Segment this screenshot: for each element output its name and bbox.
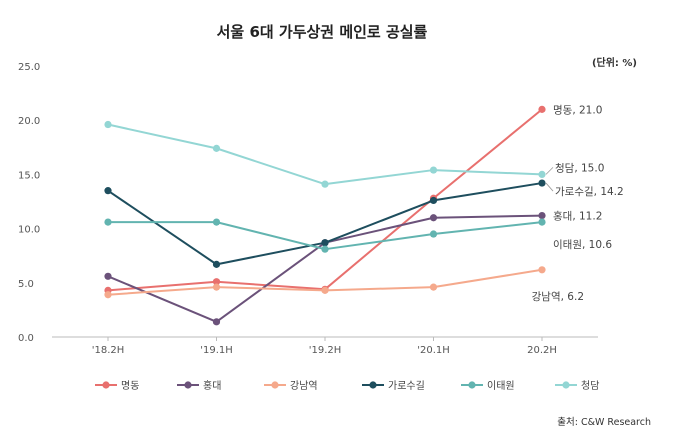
data-point: [321, 286, 329, 294]
legend-item: 청담: [555, 380, 599, 392]
series-3: [104, 266, 546, 299]
label-leader-line: [545, 167, 554, 175]
end-label: 홍대, 11.2: [553, 210, 602, 223]
legend-swatch-dot: [102, 381, 110, 389]
x-tick-label: '19.2H: [309, 345, 342, 356]
data-point: [212, 318, 221, 326]
legend-swatch-dot: [271, 381, 279, 389]
data-point: [429, 230, 438, 238]
legend-swatch-dot: [562, 381, 570, 389]
legend-item: 홍대: [177, 379, 221, 392]
end-labels: 명동, 21.0 홍대, 11.2 강남역, 6.2 가로수길, 14.2 이태원, 1…: [532, 104, 624, 302]
data-point: [212, 144, 221, 152]
y-tick-label: 5.0: [18, 279, 34, 290]
data-point: [429, 283, 438, 291]
data-point: [538, 211, 546, 220]
data-point: [538, 218, 546, 226]
end-label: 가로수길, 14.2: [555, 185, 624, 198]
series-line: [107, 123, 543, 186]
y-tick-label: 10.0: [18, 225, 40, 236]
legend-item: 이태원: [461, 380, 515, 392]
label-leader-line: [545, 182, 554, 192]
legend-label: 청담: [581, 380, 599, 392]
legend-item: 강남역: [264, 380, 318, 392]
data-point: [429, 196, 438, 205]
legend-label: 이태원: [487, 380, 515, 392]
series-5: [104, 218, 546, 253]
y-tick-label: 20.0: [18, 116, 40, 127]
data-point: [212, 278, 221, 286]
series-4: [104, 179, 546, 268]
data-point: [538, 266, 546, 274]
x-tick-label: 20.2H: [527, 345, 557, 356]
legend-swatch-dot: [369, 381, 377, 389]
legend-label: 명동: [121, 380, 139, 392]
legend-label: 홍대: [203, 379, 221, 392]
data-point: [212, 260, 221, 268]
end-label: 이태원, 10.6: [553, 239, 612, 251]
series-layer: [104, 105, 546, 326]
data-point: [212, 283, 221, 291]
data-point: [104, 272, 112, 280]
legend-item: 명동: [95, 380, 139, 392]
legend-item: 가로수길: [362, 379, 425, 392]
data-point: [538, 179, 546, 187]
unit-label: (단위: %): [592, 56, 637, 69]
data-point: [538, 170, 546, 178]
data-point: [104, 187, 112, 195]
data-point: [429, 214, 438, 222]
legend-label: 강남역: [290, 380, 318, 392]
series-6: [104, 120, 546, 188]
end-label: 명동, 21.0: [553, 104, 602, 116]
data-point: [538, 105, 546, 113]
y-tick-label: 15.0: [18, 170, 40, 181]
data-point: [104, 120, 112, 129]
data-point: [104, 291, 112, 299]
end-label: 청담, 15.0: [555, 162, 604, 174]
source-note: 출처: C&W Research: [557, 416, 651, 428]
series-1: [104, 105, 546, 294]
series-line: [107, 214, 543, 323]
x-tick-label: '18.2H: [92, 345, 125, 356]
end-label: 강남역, 6.2: [532, 291, 584, 303]
series-line: [107, 108, 543, 292]
legend-swatch-dot: [468, 381, 476, 389]
y-tick-label: 0.0: [18, 333, 34, 344]
data-point: [429, 166, 438, 174]
axes: 0.0 5.0 10.0 15.0 20.0 25.0 '18.2H '19.1H '19.2H…: [18, 62, 598, 356]
x-tick-label: '19.1H: [200, 345, 233, 356]
legend: 명동 홍대 강남역 가로수길 이태원 청담: [95, 379, 599, 392]
x-tick-label: '20.1H: [417, 345, 450, 356]
data-point: [321, 180, 329, 188]
y-tick-label: 25.0: [18, 62, 40, 73]
legend-swatch-dot: [184, 381, 192, 389]
data-point: [321, 245, 329, 253]
data-point: [104, 218, 112, 226]
data-point: [212, 218, 221, 226]
legend-label: 가로수길: [388, 379, 425, 392]
chart-title: 서울 6대 가두상권 메인로 공실률: [217, 23, 428, 41]
data-point: [321, 239, 329, 247]
